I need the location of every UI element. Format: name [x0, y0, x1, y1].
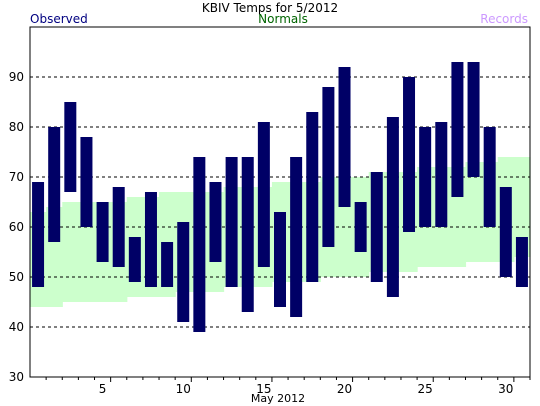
- observed-bar-day-15: [257, 122, 270, 267]
- y-tick-label-60: 60: [9, 220, 24, 234]
- observed-bar-day-29: [483, 127, 496, 227]
- observed-bar-day-27: [451, 62, 464, 197]
- observed-bar-day-20: [338, 67, 351, 207]
- chart-title: KBIV Temps for 5/2012: [202, 1, 338, 15]
- observed-bar-day-1: [32, 182, 45, 287]
- normal-range-day-28: [465, 162, 483, 262]
- x-axis-label: May 2012: [251, 392, 305, 405]
- x-tick-label-10: 10: [176, 382, 191, 396]
- y-tick-label-50: 50: [9, 270, 24, 284]
- observed-bar-day-2: [48, 127, 61, 242]
- y-axis-ticks: 30 40 50 60 70 80 90: [9, 70, 24, 384]
- observed-bar-day-6: [112, 187, 125, 267]
- x-tick-label-15: 15: [256, 382, 271, 396]
- observed-bar-day-18: [306, 112, 319, 282]
- observed-bar-day-5: [96, 202, 109, 262]
- legend-normals: Normals: [258, 12, 308, 26]
- y-tick-label-30: 30: [9, 370, 24, 384]
- observed-bars: [32, 62, 528, 332]
- x-axis-ticks: 5 10 15 20 25 30: [45, 377, 531, 396]
- x-tick-label-20: 20: [337, 382, 352, 396]
- x-tick-label-5: 5: [99, 382, 107, 396]
- x-tick-label-25: 25: [418, 382, 433, 396]
- observed-bar-day-7: [128, 237, 141, 282]
- observed-bar-day-25: [419, 127, 432, 227]
- plot-frame: [29, 26, 531, 378]
- y-tick-label-90: 90: [9, 70, 24, 84]
- observed-bar-day-26: [435, 122, 448, 227]
- observed-bar-day-12: [209, 182, 222, 262]
- y-tick-label-80: 80: [9, 120, 24, 134]
- observed-bar-day-19: [322, 87, 335, 247]
- observed-bar-day-23: [386, 117, 399, 297]
- observed-bar-day-28: [467, 62, 480, 177]
- normal-range-day-31: [513, 157, 531, 257]
- observed-bar-day-21: [354, 202, 367, 252]
- observed-bar-day-22: [370, 172, 383, 282]
- legend-observed: Observed: [30, 12, 88, 26]
- observed-bar-day-9: [161, 242, 174, 287]
- observed-bar-day-24: [403, 77, 416, 232]
- x-tick-label-30: 30: [498, 382, 513, 396]
- observed-bar-day-11: [193, 157, 206, 332]
- observed-bar-day-4: [80, 137, 93, 227]
- y-tick-label-40: 40: [9, 320, 24, 334]
- observed-bar-day-14: [241, 157, 254, 312]
- observed-bar-day-3: [64, 102, 77, 192]
- y-tick-label-70: 70: [9, 170, 24, 184]
- normal-range-day-3: [62, 202, 79, 302]
- observed-bar-day-17: [290, 157, 303, 317]
- observed-bar-day-31: [515, 237, 528, 287]
- observed-bar-day-8: [144, 192, 157, 287]
- observed-bar-day-30: [499, 187, 512, 277]
- observed-bar-day-10: [177, 222, 190, 322]
- observed-bar-day-16: [274, 212, 286, 307]
- legend-records: Records: [480, 12, 528, 26]
- observed-bar-day-13: [225, 157, 238, 287]
